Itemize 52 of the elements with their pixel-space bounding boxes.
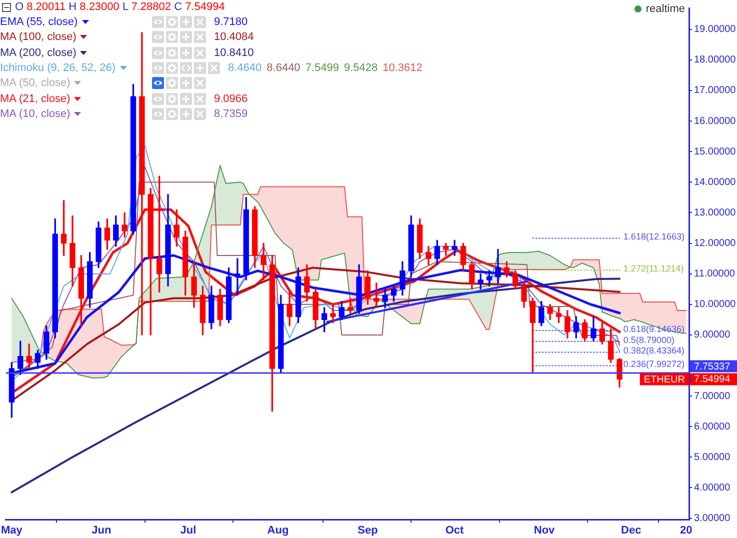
x-tick-label: Jul [180,524,196,536]
annotation: 0.236(7.99272) [623,359,684,370]
y-tick-label: 7.54994 [694,374,731,385]
annotation: 10.4084 [214,30,254,44]
annotation: 9.7180 [214,15,248,29]
y-tick-label: 7.00000 [694,390,731,402]
x-tick-label: Nov [534,524,556,536]
y-tick-label: 9.00000 [694,330,731,341]
legend-label: EMA (55, close) [0,15,78,29]
y-tick-label: 11.00000 [694,268,736,280]
text: ETHEUR [644,374,686,386]
y-tick-label: 6.00000 [694,421,731,432]
x-tick-label: Oct [445,524,464,536]
legend-label: MA (50, close) [0,76,70,90]
annotation: realtime [646,2,685,16]
chart-subtitle: O 8.20011 H 8.23000 L 7.28802 C 7.54994 [15,1,225,13]
y-tick-label: 15.00000 [694,146,736,158]
x-tick-label: Aug [267,524,289,536]
annotation: 8.6440 [266,60,300,75]
annotation: 10.8410 [214,46,254,60]
y-tick-label: 16.00000 [694,116,736,127]
x-tick-label: 20 [680,524,692,536]
y-tick-label: 14.00000 [694,176,736,188]
y-tick-label: 19.00000 [694,24,736,36]
legend-label: MA (200, close) [0,46,76,60]
annotation: 7.5499 [305,60,339,75]
annotation: 10.3612 [382,60,422,75]
x-tick-label: May [0,524,24,536]
y-tick-label: 10.00000 [694,299,736,310]
y-tick-label: 17.00000 [694,85,736,96]
annotation: 0.5(8.79000) [623,334,674,345]
x-tick-label: Dec [621,524,642,536]
annotation: 8.4640 [228,60,262,75]
annotation: 0.382(8.43364) [623,346,684,356]
legend-label: MA (21, close) [0,92,70,106]
annotation: 9.0966 [214,92,248,106]
y-tick-label: 5.00000 [694,452,731,463]
legend-label: Ichimoku (9, 26, 52, 26) [0,60,116,75]
legend-label: MA (10, close) [0,106,70,121]
y-tick-label: 3.00000 [694,513,731,524]
y-tick-label: 4.00000 [694,482,731,494]
annotation: 9.5428 [344,60,378,75]
annotation: 1.272(11.1214) [623,264,684,274]
legend-label: MA (100, close) [0,30,76,44]
x-tick-label: Jun [92,524,112,536]
ref-line-label: 7.75337 [694,362,731,372]
x-tick-label: Sep [358,524,378,536]
y-tick-label: 18.00000 [694,54,736,66]
y-tick-label: 13.00000 [694,207,736,218]
y-tick-label: 12.00000 [694,238,736,250]
annotation: 8.7359 [214,106,248,121]
annotation: 1.618(12.1663) [623,232,684,242]
